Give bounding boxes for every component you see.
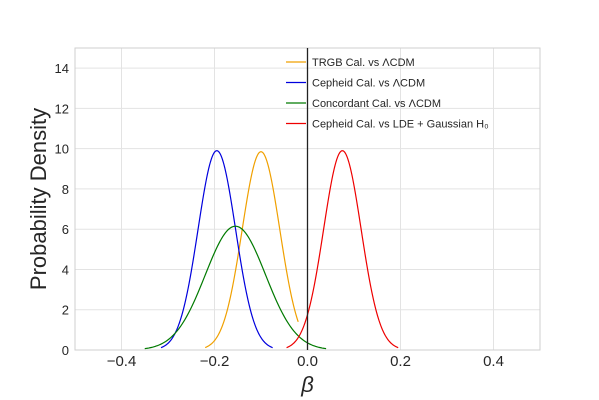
y-tick-label: 12 [55,101,69,116]
x-tick-label: −0.2 [200,353,230,370]
series-line [286,150,399,349]
x-tick-label: 0.2 [390,353,411,370]
y-tick-label: 6 [62,222,69,237]
legend-entry: Cepheid Cal. vs ΛCDM [312,78,425,90]
density-curves [144,150,399,350]
y-tick-label: 14 [55,61,69,76]
x-tick-label: 0.0 [297,353,318,370]
y-tick-labels: 0 2 4 6 8 10 12 14 [55,61,69,358]
y-tick-label: 2 [62,303,69,318]
legend: TRGB Cal. vs ΛCDM Cepheid Cal. vs ΛCDM Con… [286,57,489,131]
y-tick-label: 8 [62,182,69,197]
legend-entry: Concordant Cal. vs ΛCDM [312,98,441,110]
x-tick-label: 0.4 [483,353,504,370]
series-line [204,151,299,349]
y-axis-title: Probability Density [26,108,51,290]
y-tick-label: 4 [62,262,69,277]
y-tick-label: 10 [55,142,69,157]
series-line [144,225,327,350]
legend-entry: Cepheid Cal. vs LDE + Gaussian H₀ [312,119,489,131]
x-tick-label: −0.4 [107,353,137,370]
series-line [160,150,273,349]
y-tick-label: 0 [62,343,69,358]
x-axis-title: β [300,372,314,397]
legend-entry: TRGB Cal. vs ΛCDM [312,57,415,69]
x-tick-labels: −0.4 −0.2 0.0 0.2 0.4 [107,353,504,370]
